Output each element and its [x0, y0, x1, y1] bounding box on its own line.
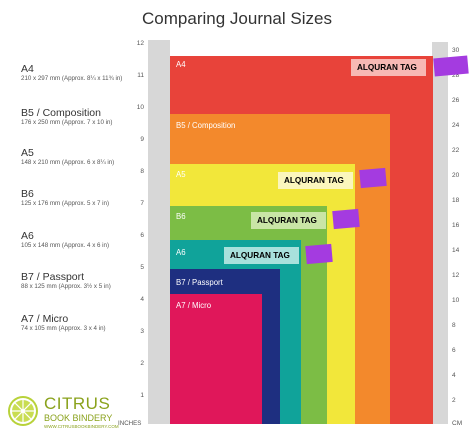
tag-a6-text: ALQURAN TAG — [230, 251, 290, 260]
cm-tick: 2 — [452, 397, 456, 404]
cm-tick: 28 — [452, 72, 460, 79]
cm-ruler — [432, 42, 448, 424]
tag-b6-text: ALQURAN TAG — [257, 216, 317, 225]
rect-b6-label: B6 — [176, 212, 186, 221]
inch-tick: 7 — [140, 200, 144, 207]
inch-tick: 10 — [136, 104, 144, 111]
label-b7: B7 / Passport 88 x 125 mm (Approx. 3½ x … — [21, 271, 111, 291]
label-b5-dims: 176 x 250 mm (Approx. 7 x 10 in) — [21, 119, 113, 126]
label-b6-name: B6 — [21, 188, 34, 200]
label-b7-dims: 88 x 125 mm (Approx. 3½ x 5 in) — [21, 283, 111, 290]
inch-tick: 6 — [140, 232, 144, 239]
tag-a4-text: ALQURAN TAG — [357, 63, 417, 72]
citrus-logo: CITRUS BOOK BINDERY WWW.CITRUSBOOKBINDER… — [6, 393, 126, 433]
cm-tick: 18 — [452, 197, 460, 204]
tag-a4: ALQURAN TAG — [351, 59, 426, 76]
label-a7-name: A7 / Micro — [21, 313, 69, 325]
cm-tick: 4 — [452, 372, 456, 379]
tab-a6 — [305, 243, 333, 265]
rect-a7 — [170, 294, 262, 424]
inch-tick: 4 — [140, 296, 144, 303]
label-a6: A6 105 x 148 mm (Approx. 4 x 6 in) — [21, 230, 109, 250]
tag-b6: ALQURAN TAG — [251, 212, 326, 229]
tab-a5 — [359, 167, 387, 189]
cm-tick: 6 — [452, 347, 456, 354]
inch-tick: 1 — [140, 392, 144, 399]
label-b5: B5 / Composition 176 x 250 mm (Approx. 7… — [21, 107, 112, 127]
label-a4-name: A4 — [21, 63, 34, 75]
label-a5-dims: 148 x 210 mm (Approx. 6 x 8¼ in) — [21, 159, 115, 166]
cm-tick: 12 — [452, 272, 460, 279]
inch-tick: 8 — [140, 168, 144, 175]
inch-tick: 2 — [140, 360, 144, 367]
inches-caption: INCHES — [118, 420, 142, 427]
cm-tick: 16 — [452, 222, 460, 229]
label-a7: A7 / Micro 74 x 105 mm (Approx. 3 x 4 in… — [21, 313, 106, 333]
label-b6-dims: 125 x 176 mm (Approx. 5 x 7 in) — [21, 200, 110, 207]
rect-b5-label: B5 / Composition — [176, 121, 236, 130]
label-a5: A5 148 x 210 mm (Approx. 6 x 8¼ in) — [21, 147, 114, 167]
tab-a4 — [433, 55, 469, 77]
citrus-logo-sub: BOOK BINDERY — [44, 413, 113, 423]
cm-tick: 14 — [452, 247, 460, 254]
cm-tick: 26 — [452, 97, 460, 104]
tag-a5: ALQURAN TAG — [278, 172, 353, 189]
inch-tick: 11 — [137, 72, 144, 79]
chart-title: Comparing Journal Sizes — [142, 9, 332, 28]
tab-b6 — [332, 208, 360, 230]
label-a4: A4 210 x 297 mm (Approx. 8¼ x 11¾ in) — [21, 63, 122, 83]
cm-tick: 30 — [452, 47, 460, 54]
citrus-logo-name: CITRUS — [44, 394, 111, 413]
citrus-logo-icon — [8, 396, 38, 426]
label-a6-name: A6 — [21, 230, 34, 242]
inches-ruler — [148, 40, 170, 424]
inch-tick: 3 — [140, 328, 144, 335]
tag-a6: ALQURAN TAG — [224, 247, 299, 264]
label-a5-name: A5 — [21, 147, 34, 159]
rect-a7-label: A7 / Micro — [176, 301, 212, 310]
rect-a5-label: A5 — [176, 170, 186, 179]
rect-a4-label: A4 — [176, 60, 186, 69]
cm-tick: 10 — [452, 297, 460, 304]
inch-tick: 9 — [140, 136, 144, 143]
cm-tick: 8 — [452, 322, 456, 329]
cm-tick: 24 — [452, 122, 460, 129]
rect-b7-label: B7 / Passport — [176, 278, 223, 287]
cm-tick: 22 — [452, 147, 460, 154]
citrus-logo-url: WWW.CITRUSBOOKBINDERY.COM — [44, 424, 119, 429]
inch-tick: 12 — [136, 40, 144, 47]
cm-tick: CM — [452, 420, 463, 427]
label-b5-name: B5 / Composition — [21, 107, 101, 119]
label-b6: B6 125 x 176 mm (Approx. 5 x 7 in) — [21, 188, 109, 208]
cm-tick: 20 — [452, 172, 460, 179]
label-b7-name: B7 / Passport — [21, 271, 85, 283]
label-a6-dims: 105 x 148 mm (Approx. 4 x 6 in) — [21, 242, 110, 249]
label-a4-dims: 210 x 297 mm (Approx. 8¼ x 11¾ in) — [21, 75, 123, 82]
inch-tick: 5 — [140, 264, 144, 271]
tag-a5-text: ALQURAN TAG — [284, 176, 344, 185]
label-a7-dims: 74 x 105 mm (Approx. 3 x 4 in) — [21, 325, 106, 332]
rect-a6-label: A6 — [176, 248, 186, 257]
